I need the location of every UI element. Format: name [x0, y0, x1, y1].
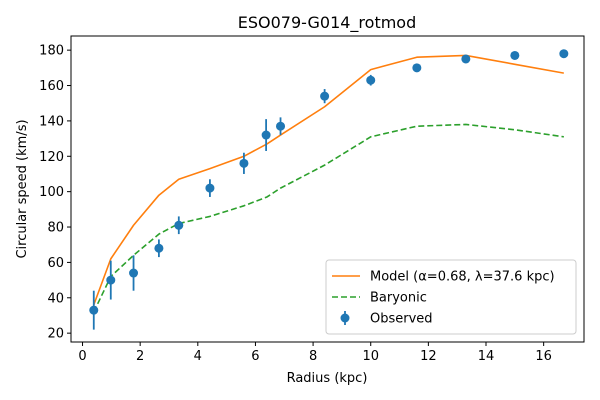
x-tick-label: 4 [194, 349, 202, 364]
x-tick-label: 2 [136, 349, 144, 364]
plot-area [89, 49, 569, 330]
observed-point [366, 75, 376, 85]
x-tick-label: 16 [535, 349, 552, 364]
y-tick-label: 80 [47, 221, 64, 236]
y-tick-label: 120 [39, 150, 64, 165]
y-tick-label: 180 [39, 44, 64, 59]
legend-entry-label: Model (α=0.68, λ=37.6 kpc) [370, 270, 555, 285]
y-tick-label: 140 [39, 114, 64, 129]
observed-point [154, 243, 164, 253]
observed-point [461, 54, 471, 64]
observed-point [261, 130, 271, 140]
y-tick-label: 40 [47, 291, 64, 306]
legend-observed-marker [340, 313, 350, 323]
chart-title: ESO079-G014_rotmod [238, 13, 417, 33]
y-axis-label: Circular speed (km/s) [15, 119, 30, 258]
legend-box [325, 259, 577, 335]
observed-point [510, 50, 520, 60]
observed-point [239, 158, 249, 168]
x-tick-label: 10 [362, 349, 379, 364]
x-tick-label: 12 [420, 349, 437, 364]
observed-point [559, 49, 569, 59]
y-axis: 20 40 60 80 100 120 140 160 180 [39, 44, 71, 342]
observed-point [89, 305, 99, 315]
x-tick-label: 14 [478, 349, 495, 364]
x-tick-label: 6 [251, 349, 259, 364]
x-tick-label: 0 [78, 349, 86, 364]
baryonic-series-line [93, 123, 564, 313]
observed-point [412, 63, 422, 73]
observed-point [320, 91, 330, 101]
y-tick-label: 20 [47, 327, 64, 342]
legend-entry-label: Baryonic [370, 291, 427, 306]
y-tick-label: 160 [39, 79, 64, 94]
x-axis: 0 2 4 6 8 10 12 14 16 [78, 342, 552, 364]
x-tick-label: 8 [309, 349, 317, 364]
observed-point [106, 275, 116, 285]
observed-point [174, 220, 184, 230]
legend-entry-label: Observed [370, 312, 433, 327]
y-tick-label: 100 [39, 185, 64, 200]
legend: Model (α=0.68, λ=37.6 kpc) Baryonic Observ… [325, 259, 577, 335]
observed-point [205, 183, 215, 193]
observed-point [276, 121, 286, 131]
y-tick-label: 60 [47, 256, 64, 271]
x-axis-label: Radius (kpc) [287, 371, 368, 386]
plot-frame [70, 35, 585, 343]
observed-point [129, 268, 139, 278]
